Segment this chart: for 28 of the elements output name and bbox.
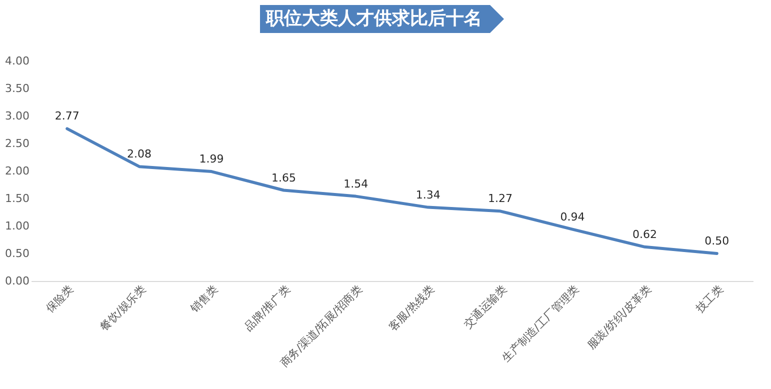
y-tick-label: 0.00	[5, 274, 30, 288]
x-tick-label: 服装/纺织/皮革类	[584, 282, 654, 352]
y-tick-label: 3.50	[5, 82, 30, 95]
y-tick-label: 2.00	[5, 164, 30, 178]
text: 0.62	[632, 228, 657, 241]
text: 1.65	[271, 171, 296, 184]
text: 2.08	[127, 148, 152, 161]
text: 0.94	[560, 210, 585, 224]
text: 0.50	[704, 234, 730, 248]
x-tick-label: 保险类	[44, 282, 76, 316]
y-tick-label: 1.50	[5, 192, 30, 205]
y-tick-label: 4.00	[5, 54, 30, 68]
text: 1.99	[199, 152, 224, 166]
x-tick-label: 销售类	[187, 282, 220, 316]
y-tick-label: 3.00	[5, 110, 30, 122]
text: 1.54	[344, 177, 368, 190]
y-tick-label: 1.00	[5, 220, 30, 232]
x-tick-label: 品牌/推广类	[242, 282, 293, 334]
chart-title: 职位大类人才供求比后十名	[260, 5, 504, 33]
text: 1.34	[416, 188, 440, 202]
text: 1.27	[488, 192, 513, 206]
text: 2.77	[54, 110, 80, 123]
x-tick-label: 技工类	[692, 282, 726, 316]
y-tick-label: 0.50	[5, 247, 30, 260]
y-tick-label: 2.50	[5, 137, 30, 150]
x-tick-label: 交通运输类	[461, 282, 510, 331]
x-tick-label: 餐饮/娱乐类	[98, 282, 148, 334]
x-tick-label: 客服/热线类	[386, 282, 438, 334]
